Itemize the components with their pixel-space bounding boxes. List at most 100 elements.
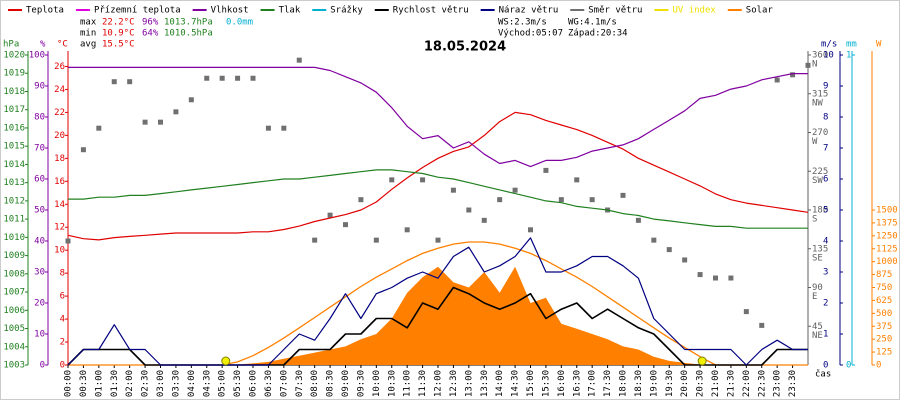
y-tick-label: 0: [40, 361, 45, 371]
y-tick-label: 270: [812, 128, 828, 138]
axis-title: %: [40, 40, 46, 50]
x-tick-label: 08:00: [310, 370, 320, 397]
x-tick-label: 11:00: [403, 370, 413, 397]
x-tick-label: 02:00: [125, 370, 135, 397]
stat-value: 10.9°C: [102, 29, 135, 39]
y-tick-label: 70: [34, 144, 45, 154]
direction-point: [589, 197, 595, 203]
direction-point: [420, 177, 426, 183]
y-tick-label: 0: [876, 361, 881, 371]
direction-point: [65, 238, 71, 244]
direction-point: [558, 197, 564, 203]
direction-point: [389, 177, 395, 183]
x-tick-label: 09:00: [341, 370, 351, 397]
x-tick-label: 21:00: [711, 370, 721, 397]
x-tick-label: 21:30: [726, 370, 736, 397]
y-tick-label: 315: [812, 89, 828, 99]
x-tick-label: 19:30: [665, 370, 675, 397]
x-tick-label: 02:30: [141, 370, 151, 397]
y-tick-label: 8: [60, 269, 65, 279]
direction-point: [651, 237, 657, 243]
y-tick-label: 26: [54, 62, 65, 72]
x-tick-label: 18:30: [634, 370, 644, 397]
y-tick-label: 1: [823, 330, 828, 340]
y-tick-label: 1016: [3, 123, 25, 133]
y-tick-label: 30: [34, 268, 45, 278]
y-tick-label: 375: [876, 322, 892, 332]
y-tick-label: 24: [54, 85, 65, 95]
stat-label: min: [80, 29, 96, 39]
legend-label: Náraz větru: [499, 6, 559, 16]
x-tick-label: 01:00: [94, 370, 104, 397]
y-tick-label: 18: [54, 154, 65, 164]
legend-label: Směr větru: [588, 6, 642, 16]
x-tick-label: 04:30: [202, 370, 212, 397]
direction-point: [296, 57, 302, 63]
legend-label: Srážky: [330, 6, 363, 16]
x-tick-label: 15:30: [541, 370, 551, 397]
y-tick-label: 1010: [3, 233, 25, 243]
legend-label: Vlhkost: [211, 6, 249, 16]
stat-value: 0.0mm: [226, 18, 253, 28]
direction-point: [188, 97, 194, 103]
y-tick-label: 6: [823, 175, 828, 185]
x-tick-label: 15:00: [526, 370, 536, 397]
x-tick-label: 07:30: [295, 370, 305, 397]
direction-point: [204, 75, 210, 81]
y-tick-label: 1014: [3, 160, 25, 170]
direction-point: [774, 77, 780, 83]
y-tick-label: 7: [823, 144, 828, 154]
x-tick-label: 13:30: [480, 370, 490, 397]
sun-marker: [221, 356, 231, 366]
x-tick-label: 16:30: [572, 370, 582, 397]
direction-point: [635, 217, 641, 223]
direction-point: [96, 125, 102, 131]
direction-point: [265, 125, 271, 131]
axis-title: W: [876, 40, 882, 50]
series-line: [67, 111, 809, 241]
y-tick-label: 40: [34, 237, 45, 247]
series-line: [67, 237, 808, 366]
y-tick-name: SE: [812, 253, 823, 263]
y-tick-label: 1250: [876, 231, 898, 241]
y-tick-label: 1003: [3, 361, 25, 371]
direction-point: [142, 119, 148, 125]
x-tick-label: 08:30: [326, 370, 336, 397]
x-tick-label: 09:30: [356, 370, 366, 397]
y-tick-label: 100: [29, 51, 45, 61]
direction-point: [543, 167, 549, 173]
y-tick-label: 45: [812, 322, 823, 332]
y-tick-label: 1000: [876, 257, 898, 267]
sun-info: Západ:20:34: [568, 29, 628, 39]
x-tick-label: 04:00: [187, 370, 197, 397]
direction-point: [497, 197, 503, 203]
direction-point: [219, 75, 225, 81]
y-tick-label: 750: [876, 283, 892, 293]
direction-point: [666, 247, 672, 253]
stat-value: 1010.5hPa: [164, 29, 213, 39]
x-tick-label: 01:30: [110, 370, 120, 397]
direction-point: [697, 272, 703, 278]
y-tick-label: 225: [812, 167, 828, 177]
direction-point: [358, 197, 364, 203]
y-tick-label: 1: [846, 51, 851, 61]
x-tick-label: 14:00: [495, 370, 505, 397]
axis-title: °C: [57, 40, 68, 50]
y-tick-name: W: [812, 137, 818, 147]
direction-point: [404, 227, 410, 233]
x-tick-label: 16:00: [557, 370, 567, 397]
x-tick-label: 22:00: [742, 370, 752, 397]
x-tick-label: 19:00: [649, 370, 659, 397]
y-tick-label: 1005: [3, 324, 25, 334]
legend-label: Tlak: [279, 6, 301, 16]
y-tick-label: 135: [812, 244, 828, 254]
stat-value: 22.2°C: [102, 18, 135, 28]
y-tick-label: 1015: [3, 142, 25, 152]
x-tick-label: 12:00: [434, 370, 444, 397]
y-tick-label: 4: [823, 237, 828, 247]
y-tick-label: 1019: [3, 69, 25, 79]
stat-label: max: [80, 18, 97, 28]
direction-point: [759, 322, 765, 328]
y-tick-label: 625: [876, 296, 892, 306]
x-tick-label: 05:30: [233, 370, 243, 397]
